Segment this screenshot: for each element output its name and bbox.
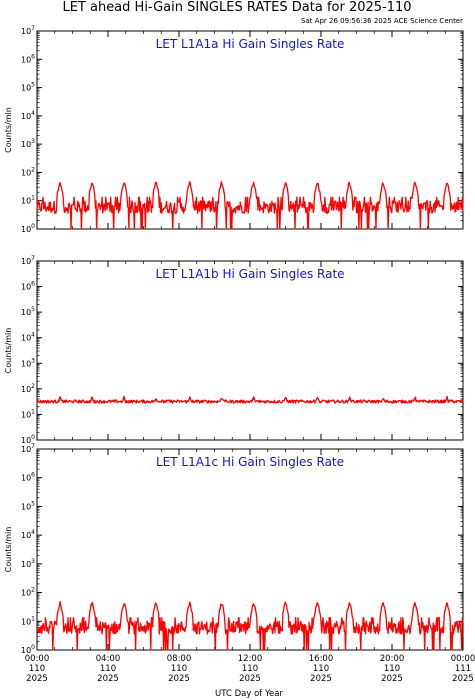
y-tick-label: 102 — [21, 383, 35, 394]
panel-title: LET L1A1b Hi Gain Singles Rate — [155, 267, 344, 281]
data-series-line — [36, 395, 464, 404]
y-tick-label: 107 — [21, 255, 35, 266]
y-tick-label: 104 — [21, 529, 35, 540]
y-axis-label: Counts/min — [4, 527, 13, 573]
x-tick-year-label: 2025 — [168, 674, 190, 684]
chart-panel-1: LET L1A1a Hi Gain Singles Rate Counts/min… — [4, 25, 464, 234]
x-tick-day-label: 110 — [29, 664, 45, 674]
y-tick-label: 107 — [21, 25, 35, 36]
y-tick-label: 104 — [21, 110, 35, 121]
y-tick-label: 106 — [21, 472, 35, 483]
timestamp: Sat Apr 26 09:56:36 2025 ACE Science Cen… — [301, 17, 463, 25]
y-tick-label: 101 — [21, 615, 35, 626]
y-tick-label: 100 — [21, 223, 35, 234]
y-tick-label: 105 — [21, 82, 35, 93]
y-tick-label: 106 — [21, 281, 35, 292]
x-tick-day-label: 110 — [171, 664, 187, 674]
panel-title: LET L1A1c Hi Gain Singles Rate — [156, 455, 344, 469]
y-tick-label: 101 — [21, 408, 35, 419]
y-tick-label: 100 — [21, 644, 35, 655]
y-tick-label: 102 — [21, 166, 35, 177]
y-tick-label: 106 — [21, 53, 35, 64]
x-tick-year-label: 2025 — [239, 674, 261, 684]
x-tick-day-label: 110 — [100, 664, 116, 674]
x-tick-time-label: 12:00 — [238, 654, 263, 664]
y-tick-label: 107 — [21, 443, 35, 454]
x-tick-day-label: 111 — [455, 664, 471, 674]
chart-panel-3: LET L1A1c Hi Gain Singles Rate Counts/min… — [4, 443, 464, 655]
y-tick-label: 101 — [21, 195, 35, 206]
x-tick-time-label: 00:00 — [25, 654, 50, 664]
y-tick-label: 100 — [21, 434, 35, 445]
figure-title: LET ahead Hi-Gain SINGLES RATES Data for… — [62, 0, 411, 15]
x-tick-time-label: 16:00 — [309, 654, 334, 664]
x-tick-day-label: 110 — [242, 664, 258, 674]
y-tick-label: 103 — [21, 138, 35, 149]
x-tick-year-label: 2025 — [97, 674, 119, 684]
x-tick-day-label: 110 — [313, 664, 329, 674]
chart-panel-2: LET L1A1b Hi Gain Singles Rate Counts/min… — [4, 255, 464, 445]
panel-title: LET L1A1a Hi Gain Singles Rate — [156, 37, 345, 51]
x-tick-time-label: 20:00 — [380, 654, 405, 664]
y-tick-label: 102 — [21, 587, 35, 598]
x-axis-label: UTC Day of Year — [215, 689, 283, 699]
y-axis-label: Counts/min — [4, 328, 13, 374]
data-series-line — [36, 181, 464, 230]
x-tick-time-label: 00:00 — [451, 654, 475, 664]
y-tick-label: 103 — [21, 357, 35, 368]
x-tick-year-label: 2025 — [452, 674, 474, 684]
y-tick-label: 105 — [21, 500, 35, 511]
y-tick-label: 105 — [21, 306, 35, 317]
y-tick-label: 104 — [21, 332, 35, 343]
x-tick-day-label: 110 — [384, 664, 400, 674]
x-tick-time-label: 04:00 — [96, 654, 121, 664]
x-axis: 00:00110202504:00110202508:00110202512:0… — [25, 654, 475, 684]
panels: LET L1A1a Hi Gain Singles Rate Counts/min… — [4, 25, 464, 655]
plot-frame — [36, 260, 464, 441]
x-tick-year-label: 2025 — [310, 674, 332, 684]
x-tick-year-label: 2025 — [26, 674, 48, 684]
y-axis-label: Counts/min — [4, 107, 13, 153]
data-series-line — [36, 601, 464, 651]
x-tick-time-label: 08:00 — [167, 654, 192, 664]
x-tick-year-label: 2025 — [381, 674, 403, 684]
y-tick-label: 103 — [21, 558, 35, 569]
